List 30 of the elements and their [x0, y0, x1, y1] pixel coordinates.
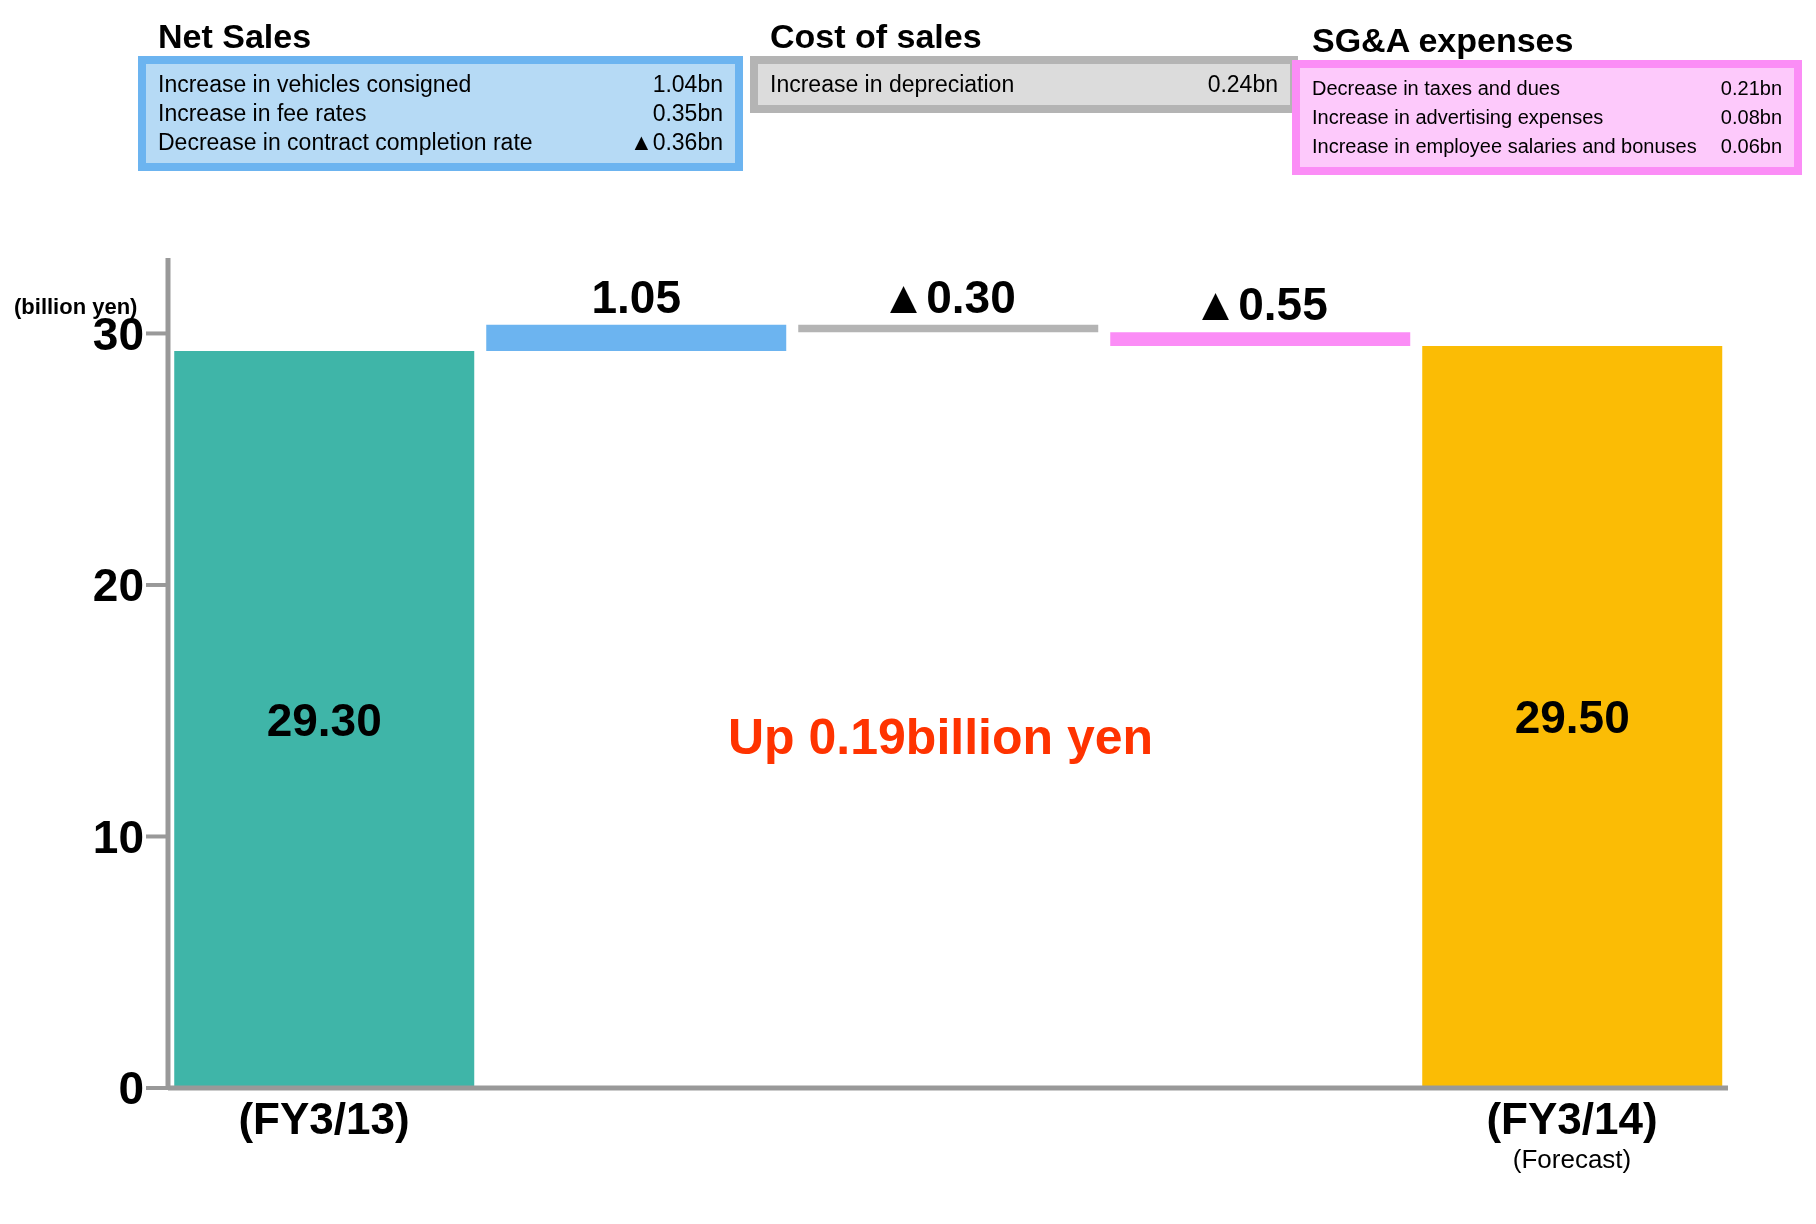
text: Net Sales: [158, 16, 313, 56]
text: Increase in employee salaries and bonuses: [1312, 134, 1697, 159]
y-tick-label: 10: [92, 810, 144, 863]
text: 0.08bn: [1720, 105, 1782, 130]
y-tick-label: 20: [92, 559, 144, 612]
text: 0.21bn: [1720, 76, 1782, 101]
x-tick-label: (FY3/14): [1486, 1094, 1658, 1143]
text: SG&A expenses: [1312, 20, 1575, 60]
text: 0.35bn: [652, 99, 723, 128]
text: Increase in depreciation: [770, 70, 1015, 99]
text: Increase in advertising expenses: [1312, 105, 1604, 130]
data-label: 1.05: [591, 270, 682, 323]
text: Decrease in contract completion rate: [158, 128, 533, 157]
y-tick-label: 0: [118, 1062, 144, 1115]
data-label: ▲0.30: [880, 270, 1016, 323]
data-label: 29.50: [1514, 691, 1630, 744]
text: Increase in fee rates: [158, 99, 367, 128]
annotation: Up 0.19billion yen: [728, 708, 1154, 766]
text: Cost of sales: [770, 16, 983, 56]
text: ▲0.36bn: [629, 128, 723, 157]
data-label: 29.30: [266, 693, 382, 746]
text: 0.24bn: [1207, 70, 1278, 99]
data-label: ▲0.55: [1192, 278, 1328, 331]
text: Increase in vehicles consigned: [158, 70, 472, 99]
text: (Forecast): [1512, 1144, 1632, 1174]
text: 0.06bn: [1720, 134, 1782, 159]
text: Decrease in taxes and dues: [1312, 76, 1560, 101]
y-axis-title: (billion yen): [14, 294, 138, 319]
x-tick-label: (FY3/13): [238, 1094, 410, 1143]
text: 1.04bn: [652, 70, 723, 99]
